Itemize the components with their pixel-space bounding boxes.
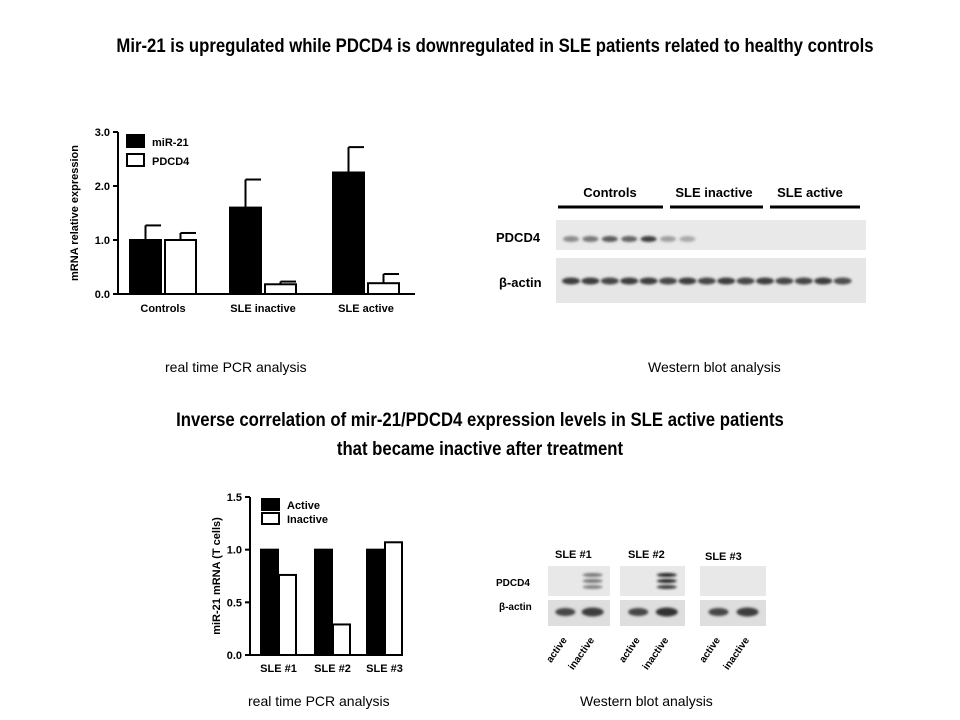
y-tick-label: 0.0 — [227, 650, 242, 662]
band — [582, 573, 603, 577]
blot-group-label: SLE active — [777, 185, 843, 200]
category-label: SLE active — [338, 303, 394, 315]
category-label: SLE #3 — [366, 663, 403, 675]
bar — [384, 541, 403, 656]
band — [736, 277, 755, 285]
y-tick-label: 1.5 — [227, 492, 242, 504]
band — [581, 277, 600, 285]
band — [660, 236, 676, 242]
category-label: SLE #1 — [260, 663, 297, 675]
band — [775, 277, 794, 285]
band — [655, 607, 678, 617]
blot-row-label: β-actin — [499, 602, 532, 613]
band — [833, 277, 852, 285]
category-label: SLE inactive — [230, 303, 295, 315]
blot-lane-label: inactive — [641, 635, 672, 672]
band — [678, 277, 697, 285]
band — [582, 579, 603, 583]
band — [582, 236, 599, 242]
blot-patient-label: SLE #1 — [555, 549, 592, 561]
band — [621, 236, 638, 242]
category-label: Controls — [140, 303, 185, 315]
category-label: SLE #2 — [314, 663, 351, 675]
bar — [278, 573, 297, 656]
band — [639, 277, 658, 285]
legend-label: PDCD4 — [152, 156, 190, 168]
top-title: Mir-21 is upregulated while PDCD4 is dow… — [116, 36, 874, 57]
band — [600, 277, 619, 285]
legend-swatch — [126, 134, 145, 148]
y-tick-label: 0.0 — [95, 289, 110, 301]
band — [582, 585, 603, 589]
bar — [332, 623, 351, 656]
band — [656, 585, 677, 589]
blot-patient-label: SLE #3 — [705, 551, 742, 563]
blot-lane-label: active — [617, 635, 643, 665]
band — [708, 608, 729, 616]
blot-lane-label: active — [698, 635, 724, 665]
bar — [229, 206, 262, 296]
band — [756, 277, 774, 285]
blot-row-label: PDCD4 — [496, 230, 541, 245]
y-axis-label: miR-21 mRNA (T cells) — [211, 517, 223, 635]
legend-label: miR-21 — [152, 137, 189, 149]
blot-group-label: Controls — [583, 185, 636, 200]
bottom-title: Inverse correlation of mir-21/PDCD4 expr… — [58, 406, 903, 464]
legend-swatch — [261, 498, 280, 511]
band — [794, 277, 813, 285]
y-tick-label: 1.0 — [95, 235, 110, 247]
band — [697, 277, 716, 285]
bar — [314, 548, 333, 657]
bar — [332, 171, 365, 295]
blot-panel-pdcd4 — [556, 220, 866, 250]
legend-label: Inactive — [287, 514, 328, 526]
band — [736, 607, 759, 617]
band — [581, 607, 604, 617]
blot-patient-label: SLE #2 — [628, 549, 665, 561]
band — [562, 277, 580, 285]
blot-row-label: PDCD4 — [496, 578, 530, 589]
band — [679, 236, 696, 242]
band — [563, 236, 579, 242]
band — [640, 236, 657, 242]
legend-swatch — [126, 153, 145, 167]
band — [555, 608, 576, 616]
y-tick-label: 0.5 — [227, 597, 242, 609]
band — [628, 608, 649, 616]
band — [659, 277, 677, 285]
band — [620, 277, 639, 285]
wb-caption-bottom: Western blot analysis — [580, 693, 713, 709]
y-axis-label: mRNA relative expression — [69, 145, 81, 281]
band — [814, 277, 833, 285]
blot-lane-label: inactive — [722, 635, 753, 672]
blot-group-label: SLE inactive — [675, 185, 752, 200]
y-tick-label: 1.0 — [227, 545, 242, 557]
band — [656, 573, 677, 577]
y-tick-label: 3.0 — [95, 127, 110, 139]
blot-lane-label: active — [545, 635, 571, 665]
pcr-caption-top: real time PCR analysis — [165, 359, 307, 375]
blot-row-label: β-actin — [499, 275, 542, 290]
pcr-caption-bottom: real time PCR analysis — [248, 693, 390, 709]
bottom-title-line1: Inverse correlation of mir-21/PDCD4 expr… — [176, 410, 784, 431]
legend-swatch — [261, 512, 280, 525]
band — [656, 579, 677, 583]
y-tick-label: 2.0 — [95, 181, 110, 193]
bottom-title-line2: that became inactive after treatment — [336, 439, 624, 460]
legend-label: Active — [287, 500, 320, 512]
wb-caption-top: Western blot analysis — [648, 359, 781, 375]
blot-lane-label: inactive — [567, 635, 598, 672]
blot-panel-pdcd4 — [700, 566, 766, 596]
band — [601, 236, 618, 242]
band — [717, 277, 736, 285]
